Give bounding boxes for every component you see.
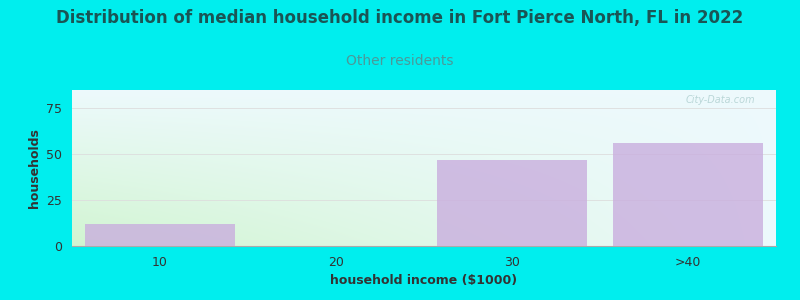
Y-axis label: households: households (28, 128, 41, 208)
Text: City-Data.com: City-Data.com (686, 95, 755, 105)
Bar (437, 160, 586, 246)
Bar (86, 224, 235, 246)
Bar (614, 143, 763, 246)
Text: Distribution of median household income in Fort Pierce North, FL in 2022: Distribution of median household income … (56, 9, 744, 27)
X-axis label: household income ($1000): household income ($1000) (330, 274, 518, 287)
Text: Other residents: Other residents (346, 54, 454, 68)
